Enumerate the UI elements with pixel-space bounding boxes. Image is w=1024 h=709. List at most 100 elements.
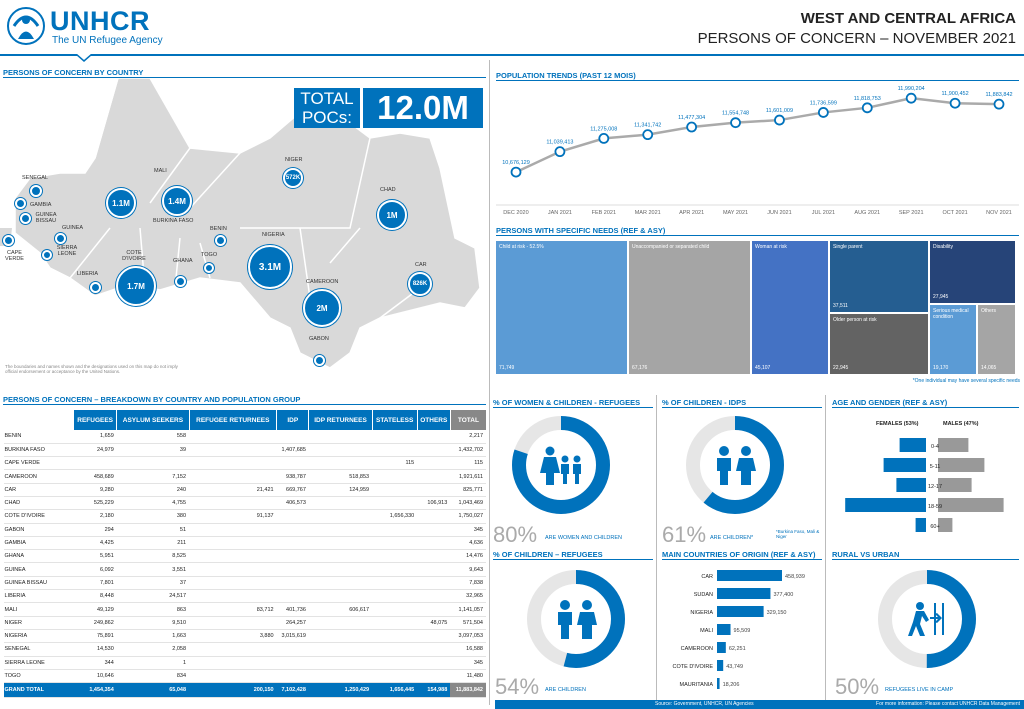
- row-value: 264,257: [276, 616, 309, 630]
- table-row: CHAD 525,229 4,755 406,573 106,913 1,043,469: [3, 496, 486, 511]
- map-label-senegal: SENEGAL: [22, 175, 48, 181]
- row-value: 4,425: [73, 536, 117, 551]
- total-pocs-value: 12.0M: [363, 88, 483, 128]
- map-bubble-gabon[interactable]: [314, 355, 325, 366]
- map-bubble-guinea-bissau[interactable]: [20, 213, 31, 224]
- map-bubble-nigeria[interactable]: 3.1M: [248, 245, 292, 289]
- row-value: [308, 642, 373, 657]
- row-value: 401,736: [276, 602, 309, 617]
- table-row: CAPE VERDE 115 115: [3, 456, 486, 471]
- map-bubble-guinea[interactable]: [55, 233, 66, 244]
- row-value: [372, 642, 418, 657]
- logo-subtitle: The UN Refugee Agency: [52, 35, 163, 46]
- origin-value-label: 377,400: [773, 592, 793, 598]
- table-row: BENIN 1,659 558 2,217: [3, 430, 486, 444]
- table-body: BENIN 1,659 558 2,217 BURKINA FASO 24,979 39 1,…: [3, 430, 486, 699]
- map-bubble-mali[interactable]: 1.1M: [106, 188, 136, 218]
- trend-point: [949, 97, 961, 109]
- row-value: 106,913: [417, 496, 451, 511]
- row-value: 938,787: [276, 469, 309, 484]
- origin-value-label: 62,251: [729, 646, 746, 652]
- treemap-cell-older-person[interactable]: Older person at risk 22,945: [830, 314, 928, 374]
- trend-point: [861, 102, 873, 114]
- row-value: [308, 523, 373, 537]
- divider: [662, 407, 822, 408]
- map-bubble-cote-divoire[interactable]: 1.7M: [116, 266, 156, 306]
- row-value: 1,750,027: [450, 509, 486, 524]
- rural-urban-pct: 50%: [835, 674, 880, 699]
- origin-bar: [717, 588, 771, 599]
- table-row: LIBERIA 8,448 24,517 32,965: [3, 589, 486, 604]
- row-value: 2,217: [450, 430, 486, 444]
- map-label-liberia: LIBERIA: [77, 271, 99, 277]
- map-bubble-burkina-faso[interactable]: 1.4M: [162, 186, 192, 216]
- map-bubble-car[interactable]: 826K: [408, 272, 432, 296]
- divider: [3, 404, 486, 405]
- row-country: LIBERIA: [3, 589, 74, 604]
- row-value: 11,480: [450, 669, 486, 684]
- age-category-label: 5-11: [930, 464, 941, 470]
- treemap-cell-single-parent[interactable]: Single parent 37,511: [830, 241, 928, 312]
- map-bubble-sierra-leone[interactable]: [42, 250, 52, 260]
- map-bubble-ghana[interactable]: [175, 276, 186, 287]
- row-value: [417, 602, 451, 617]
- map-bubble-gambia[interactable]: [15, 198, 26, 209]
- row-value: 115: [372, 456, 418, 471]
- treemap-cell-others[interactable]: Others 14,065: [978, 305, 1015, 374]
- population-trend-chart: 10,676,129 DEC 2020 11,039,413 JAN 2021 11,2…: [496, 86, 1019, 216]
- page-subtitle: PERSONS OF CONCERN – NOVEMBER 2021: [697, 30, 1016, 47]
- origin-title: MAIN COUNTRIES OF ORIGIN (REF & ASY): [662, 550, 816, 559]
- map-bubble-benin[interactable]: [215, 235, 226, 246]
- age-female-bar: [915, 518, 926, 532]
- row-value: 606,617: [308, 602, 373, 617]
- rural-urban-title: RURAL VS URBAN: [832, 550, 900, 559]
- row-value: 32,965: [450, 589, 486, 604]
- treemap-cell-child-at-risk[interactable]: Child at risk - 52.5% 71,749: [496, 241, 627, 374]
- map-bubble-chad[interactable]: 1M: [377, 200, 407, 230]
- treemap-cell-woman-at-risk[interactable]: Woman at risk 45,107: [752, 241, 828, 374]
- row-value: [372, 430, 418, 444]
- row-value: 1,656,330: [372, 509, 418, 524]
- treemap-cell-disability[interactable]: Disability 27,945: [930, 241, 1015, 303]
- map-bubble-cape-verde[interactable]: [3, 235, 14, 246]
- row-value: 115: [450, 456, 486, 471]
- row-value: [417, 549, 451, 564]
- row-value: 14,530: [73, 642, 117, 657]
- table-row: CAR 9,280 240 21,421 669,767 124,959 825,771: [3, 483, 486, 497]
- map-bubble-togo[interactable]: [204, 263, 214, 273]
- row-value: 39: [116, 443, 190, 458]
- row-value: 10,646: [73, 669, 117, 684]
- map-label-mali: MALI: [154, 168, 167, 174]
- row-value: 7,838: [450, 576, 486, 591]
- row-value: 1,432,702: [450, 443, 486, 458]
- trend-point-label: 11,883,842: [985, 92, 1012, 98]
- row-value: [308, 589, 373, 604]
- age-male-bar: [938, 498, 1004, 512]
- age-female-bar: [896, 478, 926, 492]
- row-value: 24,517: [116, 589, 190, 604]
- row-country: CHAD: [3, 496, 74, 511]
- treemap-cell-medical[interactable]: Serious medical condition 19,170: [930, 305, 976, 374]
- age-category-label: 12-17: [928, 484, 942, 490]
- row-value: [276, 430, 309, 444]
- map-label-car: CAR: [415, 262, 427, 268]
- map-bubble-liberia[interactable]: [90, 282, 101, 293]
- row-value: 525,229: [73, 496, 117, 511]
- row-value: [189, 656, 277, 670]
- idp-children-donut: [686, 416, 784, 514]
- row-value: 1,921,611: [450, 469, 486, 484]
- divider: [832, 407, 1019, 408]
- age-male-bar: [938, 518, 953, 532]
- map-bubble-cameroon[interactable]: 2M: [303, 289, 341, 327]
- table-header-row: REFUGEES ASYLUM SEEKERS REFUGEE RETURNEES I…: [3, 410, 486, 430]
- map-bubble-senegal[interactable]: [30, 185, 42, 197]
- row-value: 7,152: [116, 469, 190, 484]
- trend-x-tick: FEB 2021: [592, 210, 616, 216]
- row-country: CAMEROON: [3, 469, 74, 484]
- males-label: MALES (47%): [943, 421, 979, 427]
- origin-country-label: CAR: [701, 574, 713, 580]
- treemap-cell-separated-child[interactable]: Unaccompanied or separated child 67,176: [629, 241, 750, 374]
- row-value: 571,504: [450, 616, 486, 630]
- origin-value-label: 329,150: [767, 610, 787, 616]
- map-bubble-niger[interactable]: 572K: [283, 168, 303, 188]
